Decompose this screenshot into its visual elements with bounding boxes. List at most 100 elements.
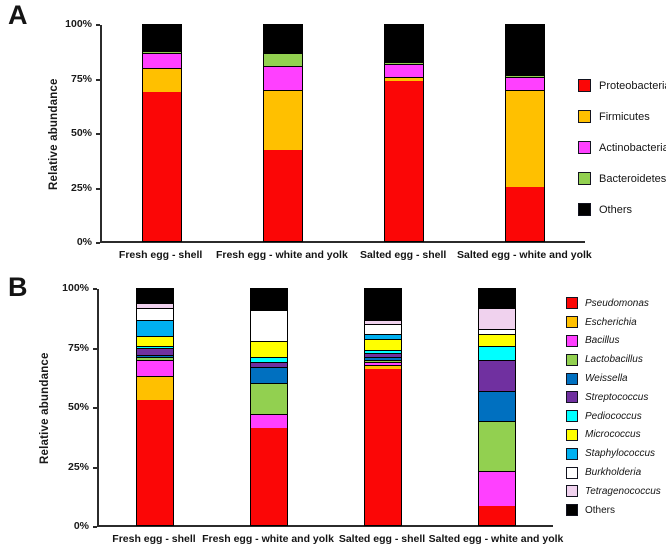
y-tick-label: 25% — [67, 460, 89, 473]
legend-label: Pediococcus — [585, 410, 642, 422]
legend-swatch-weissella — [566, 372, 578, 385]
firmicutes-segment — [385, 76, 424, 82]
legend-item-staphylococcus: Staphylococcus — [566, 444, 655, 463]
proteobacteria-segment — [142, 91, 181, 241]
legend-swatch-others — [578, 203, 591, 216]
legend-item-burkholderia: Burkholderia — [566, 463, 641, 482]
y-tick-mark — [93, 526, 97, 528]
staphylococcus-segment — [137, 319, 173, 337]
y-tick-mark — [96, 78, 100, 81]
y-tick-mark — [93, 288, 97, 290]
legend-label: Others — [599, 203, 633, 216]
firmicutes-segment — [506, 89, 545, 187]
legend-swatch-lactobacillus — [566, 353, 578, 366]
pediococcus-segment — [479, 345, 515, 360]
pseudomonas-segment — [137, 399, 173, 525]
tetragenococcus-segment — [365, 319, 401, 325]
legend-swatch-actinobacteria — [578, 141, 591, 154]
legend-item-escherichia: Escherichia — [566, 313, 637, 332]
bar-stack-fresh-egg-white-and-yolk — [250, 288, 288, 526]
y-tick-label: 50% — [67, 401, 89, 413]
actinobacteria-segment — [142, 53, 181, 69]
bacteroidetes-segment — [506, 74, 545, 77]
bacteroidetes-segment — [142, 50, 181, 54]
pseudomonas-segment — [365, 369, 401, 525]
escherichia-segment — [365, 364, 401, 370]
y-tick-mark — [93, 347, 97, 350]
legend-label: Bacillus — [585, 335, 620, 347]
escherichia-segment — [137, 376, 173, 400]
y-tick-mark — [96, 133, 100, 135]
bacillus-segment — [137, 359, 173, 377]
lactobacillus-segment — [137, 357, 173, 360]
others-segment — [263, 25, 302, 54]
legend-label: Others — [585, 504, 616, 516]
bacillus-segment — [365, 362, 401, 365]
proteobacteria-segment — [506, 187, 545, 241]
bar-stack-salted-egg-white-and-yolk — [478, 288, 516, 526]
weissella-segment — [137, 355, 173, 358]
y-tick-label: 50% — [70, 127, 92, 139]
legend-swatch-bacillus — [566, 334, 578, 347]
lactobacillus-segment — [365, 359, 401, 363]
legend-swatch-proteobacteria — [578, 79, 591, 92]
y-tick-mark — [93, 466, 97, 469]
plot-area-b — [97, 288, 553, 527]
legend-label: Staphylococcus — [585, 448, 656, 460]
panel-b-letter: B — [8, 272, 28, 302]
legend-item-micrococcus: Micrococcus — [566, 426, 641, 445]
others-segment — [506, 25, 545, 75]
y-axis-title-a: Relative abundance — [48, 78, 60, 190]
legend-item-weissella: Weissella — [566, 369, 628, 388]
bar-stack-salted-egg-shell — [364, 288, 402, 526]
legend-swatch-bacteroidetes — [578, 172, 591, 185]
y-tick-label: 25% — [70, 181, 92, 194]
actinobacteria-segment — [385, 63, 424, 77]
lactobacillus-segment — [479, 421, 515, 471]
x-category-label: Fresh egg - white and yolk — [202, 533, 334, 545]
legend-swatch-firmicutes — [578, 110, 591, 123]
legend-item-others: Others — [578, 194, 632, 225]
y-tick-label: 75% — [70, 72, 92, 85]
y-tick-label: 100% — [62, 282, 89, 294]
streptococcus-segment — [479, 359, 515, 391]
weissella-segment — [479, 390, 515, 422]
legend-item-streptococcus: Streptococcus — [566, 388, 648, 407]
others-segment — [365, 289, 401, 320]
streptococcus-segment — [137, 348, 173, 356]
legend-label: Firmicutes — [599, 110, 650, 123]
legend-item-pseudomonas: Pseudomonas — [566, 294, 649, 313]
others-segment — [251, 289, 287, 311]
legend-swatch-pediococcus — [566, 410, 578, 423]
y-tick-mark — [93, 407, 97, 409]
legend-label: Proteobacteria — [599, 79, 666, 92]
x-category-label: Salted egg - shell — [359, 249, 447, 261]
plot-area-a — [100, 24, 585, 243]
streptococcus-segment — [365, 352, 401, 358]
legend-swatch-others — [566, 504, 578, 517]
y-tick-label: 0% — [76, 236, 92, 248]
others-segment — [137, 289, 173, 304]
lactobacillus-segment — [251, 383, 287, 415]
x-category-label: Fresh egg - shell — [112, 533, 196, 545]
micrococcus-segment — [137, 336, 173, 346]
panel-a-letter: A — [8, 0, 28, 30]
y-tick-label: 0% — [73, 520, 89, 532]
y-tick-mark — [96, 242, 100, 244]
proteobacteria-segment — [263, 150, 302, 241]
others-segment — [479, 289, 515, 308]
proteobacteria-segment — [385, 81, 424, 241]
y-tick-mark — [96, 24, 100, 26]
pediococcus-segment — [137, 345, 173, 349]
firmicutes-segment — [263, 89, 302, 151]
legend-swatch-micrococcus — [566, 428, 578, 441]
legend-item-pediococcus: Pediococcus — [566, 407, 642, 426]
pseudomonas-segment — [251, 428, 287, 525]
legend-swatch-staphylococcus — [566, 447, 578, 460]
legend-label: Burkholderia — [585, 467, 642, 479]
micrococcus-segment — [251, 340, 287, 358]
burkholderia-segment — [479, 329, 515, 334]
weissella-segment — [251, 366, 287, 384]
x-category-label: Fresh egg - shell — [118, 249, 203, 261]
